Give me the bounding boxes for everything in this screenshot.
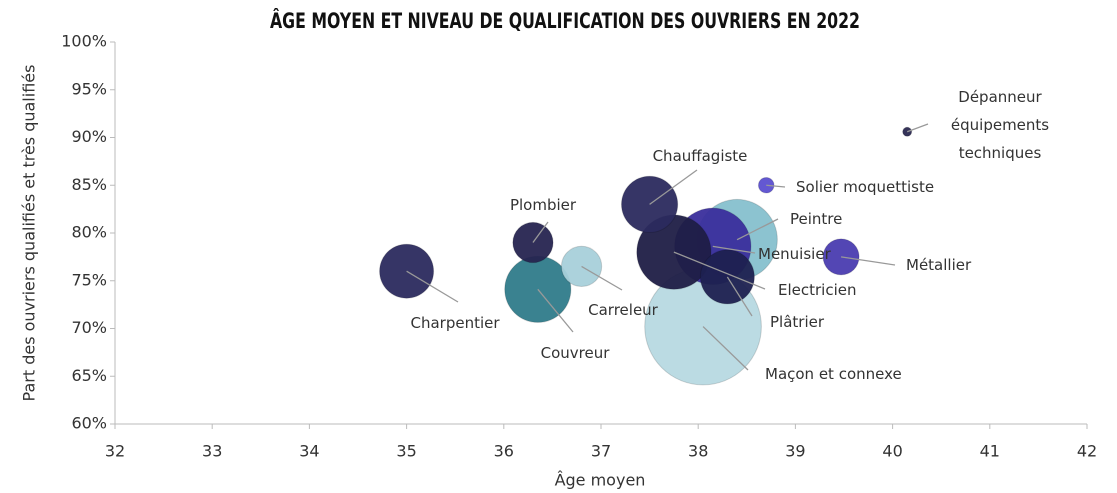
bubble-label: Electricien: [778, 281, 857, 299]
bubble-label: Peintre: [790, 210, 843, 228]
x-axis-label: Âge moyen: [555, 471, 646, 490]
y-tick-label: 95%: [71, 79, 107, 98]
bubble-label: Maçon et connexe: [765, 365, 902, 383]
x-tick-label: 42: [1077, 442, 1097, 461]
leader-line: [726, 276, 753, 317]
x-tick-label: 36: [494, 442, 514, 461]
y-tick-label: 70%: [71, 318, 107, 337]
x-tick-label: 37: [591, 442, 611, 461]
leader-line: [673, 251, 766, 290]
y-tick-label: 85%: [71, 175, 107, 194]
bubble-label: Métallier: [906, 256, 972, 274]
y-tick-label: 60%: [71, 414, 107, 433]
y-tick-label: 100%: [61, 32, 107, 51]
y-tick-label: 80%: [71, 223, 107, 242]
y-tick-label: 90%: [71, 127, 107, 146]
bubble-label: Carreleur: [588, 301, 658, 319]
leader-line: [649, 169, 698, 205]
bubble-label: Dépanneur équipements techniques: [950, 88, 1050, 162]
bubble: [512, 221, 554, 264]
leader-line: [906, 123, 929, 133]
x-tick-label: 41: [980, 442, 1000, 461]
leader-line: [736, 218, 779, 241]
y-tick-label: 65%: [71, 366, 107, 385]
leader-line: [532, 221, 549, 243]
bubble-label: Chauffagiste: [652, 147, 748, 165]
x-tick-label: 40: [882, 442, 902, 461]
bubble-label: Solier moquettiste: [796, 178, 935, 196]
bubble-label: Plombier: [509, 196, 577, 214]
bubble-label: Plâtrier: [770, 313, 825, 331]
bubble-label: Charpentier: [410, 314, 500, 332]
x-tick-label: 38: [688, 442, 708, 461]
x-tick-label: 35: [396, 442, 416, 461]
x-tick-label: 33: [202, 442, 222, 461]
leader-line: [766, 184, 786, 188]
chart-title: ÂGE MOYEN ET NIVEAU DE QUALIFICATION DES…: [270, 8, 860, 33]
leader-line: [840, 256, 896, 266]
leader-line: [702, 326, 749, 371]
x-tick-label: 34: [299, 442, 319, 461]
leader-line: [581, 265, 623, 291]
bubble-label: Couvreur: [540, 344, 610, 362]
x-tick-label: 32: [105, 442, 125, 461]
leader-line: [712, 245, 756, 254]
bubble-label: Menuisier: [758, 245, 831, 263]
bubble: [560, 245, 603, 288]
x-tick-label: 39: [785, 442, 805, 461]
y-tick-label: 75%: [71, 270, 107, 289]
leader-line: [406, 270, 459, 303]
y-axis-label: Part des ouvriers qualifiés et très qual…: [20, 65, 39, 402]
leader-line: [537, 288, 574, 333]
